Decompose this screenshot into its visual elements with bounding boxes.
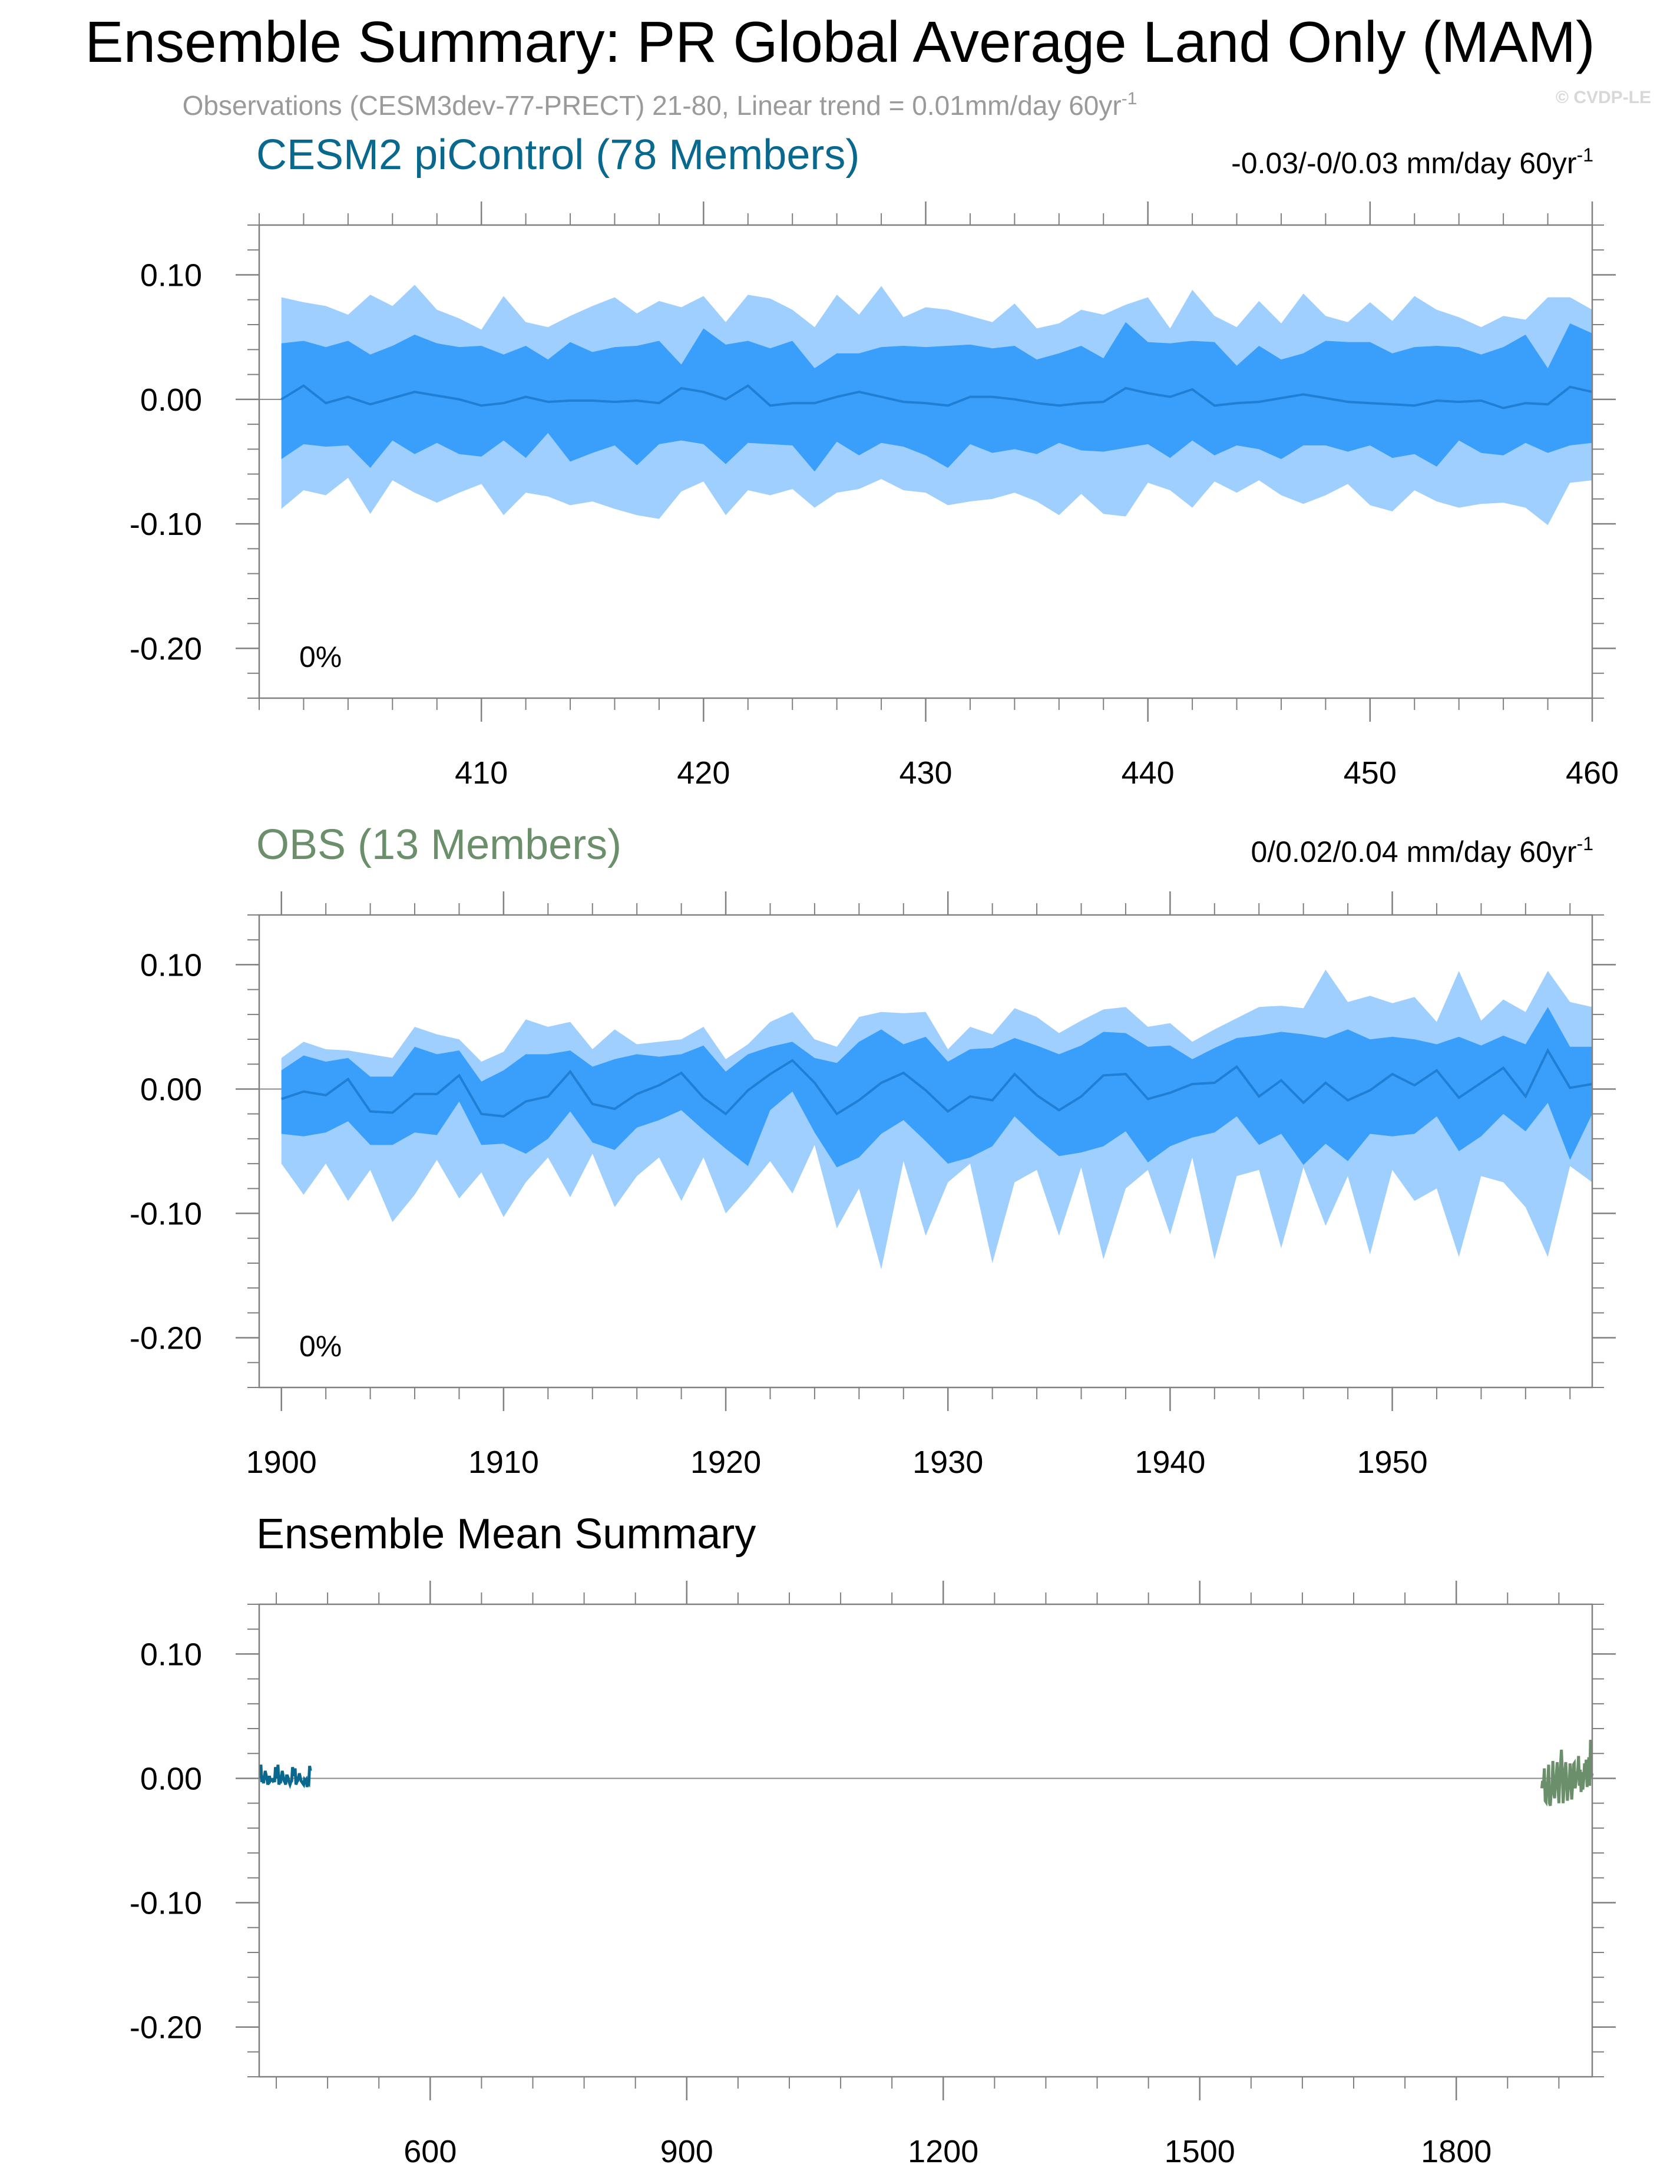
figure-title: Ensemble Summary: PR Global Average Land… xyxy=(85,9,1595,74)
ensemble-mean-y-tick-label: -0.10 xyxy=(130,1886,202,1921)
obs-plot: -0.20 -0.10 0.00 0.10 1900 1910 1920 1930 1940 19… xyxy=(130,891,1616,1480)
obs-x-tick-label: 1940 xyxy=(1135,1445,1205,1480)
subtitle-text: Observations (CESM3dev-77-PRECT) 21-80, … xyxy=(183,90,1122,121)
obs-trend-sup: -1 xyxy=(1577,833,1593,854)
ensemble-mean-x-tick-label: 600 xyxy=(404,2134,457,2169)
ensemble-mean-x-tick-label: 1800 xyxy=(1421,2134,1492,2169)
obs-percent-label: 0% xyxy=(299,1330,342,1363)
obs-trend-value: 0/0.02/0.04 mm/day 60yr xyxy=(1251,835,1576,868)
picontrol-mean-line xyxy=(280,384,1593,409)
panel-obs: OBS (13 Members) 0/0.02/0.04 mm/day 60yr… xyxy=(130,821,1616,1480)
picontrol-trend-text: -0.03/-0/0.03 mm/day 60yr-1 xyxy=(1231,144,1593,180)
picontrol-percent-label: 0% xyxy=(299,640,342,673)
obs-panel-label: OBS (13 Members) xyxy=(256,821,621,868)
obs-y-tick-label: -0.20 xyxy=(130,1321,202,1356)
ensemble-mean-plot-area xyxy=(259,1604,1592,2077)
obs-trend-text: 0/0.02/0.04 mm/day 60yr-1 xyxy=(1251,833,1593,868)
picontrol-trend-value: -0.03/-0/0.03 mm/day 60yr xyxy=(1231,147,1576,180)
obs-inner-band xyxy=(281,1007,1593,1168)
ensemble-mean-frame xyxy=(258,1603,1593,2078)
obs-x-tick-label: 1900 xyxy=(246,1445,317,1480)
picontrol-x-tick-label: 460 xyxy=(1566,755,1619,791)
obs-x-tick-label: 1920 xyxy=(690,1445,761,1480)
picontrol-y-tick-label: -0.10 xyxy=(130,507,202,542)
picontrol-y-tick-label: 0.00 xyxy=(140,382,202,418)
obs-mean-line xyxy=(281,1048,1593,1118)
picontrol-x-tick-label: 450 xyxy=(1344,755,1397,791)
picontrol-plot: -0.20 -0.10 0.00 0.10 410 420 430 440 450 460 xyxy=(130,201,1619,791)
obs-x-tick-label: 1930 xyxy=(912,1445,983,1480)
picontrol-panel-label: CESM2 piControl (78 Members) xyxy=(256,131,859,179)
ensemble-mean-y-tick-label: 0.10 xyxy=(140,1637,202,1672)
picontrol-trend-sup: -1 xyxy=(1577,144,1593,166)
obs-frame xyxy=(258,914,1593,1389)
obs-x-tick-label: 1910 xyxy=(468,1445,539,1480)
picontrol-x-tick-label: 430 xyxy=(899,755,952,791)
ensemble-mean-series-1 xyxy=(1540,1739,1594,1807)
panel-ensemble-mean: Ensemble Mean Summary -0.20 -0.10 0.00 0.10… xyxy=(130,1511,1616,2169)
picontrol-x-tick-label: 420 xyxy=(677,755,730,791)
ensemble-mean-y-tick-label: -0.20 xyxy=(130,2010,202,2046)
obs-y-tick-label: 0.00 xyxy=(140,1072,202,1107)
watermark: © CVDP-LE xyxy=(1556,88,1651,107)
ensemble-mean-x-tick-label: 1200 xyxy=(908,2134,978,2169)
panel-picontrol: CESM2 piControl (78 Members) -0.03/-0/0.… xyxy=(130,131,1619,791)
ensemble-mean-x-tick-label: 1500 xyxy=(1165,2134,1235,2169)
picontrol-x-tick-label: 440 xyxy=(1122,755,1175,791)
ensemble-mean-series-0 xyxy=(259,1765,312,1789)
ensemble-mean-x-tick-label: 900 xyxy=(660,2134,713,2169)
picontrol-y-tick-label: 0.10 xyxy=(140,258,202,293)
ensemble-mean-plot: -0.20 -0.10 0.00 0.10 600 900 1200 1500 1800 xyxy=(130,1581,1616,2169)
picontrol-y-tick-label: -0.20 xyxy=(130,631,202,666)
obs-y-tick-label: 0.10 xyxy=(140,947,202,983)
picontrol-inner-band xyxy=(281,322,1593,472)
obs-x-tick-label: 1950 xyxy=(1357,1445,1427,1480)
subtitle-sup: -1 xyxy=(1122,89,1137,108)
ensemble-mean-y-tick-label: 0.00 xyxy=(140,1761,202,1796)
obs-y-tick-label: -0.10 xyxy=(130,1197,202,1232)
picontrol-x-tick-label: 410 xyxy=(455,755,508,791)
ensemble-mean-panel-label: Ensemble Mean Summary xyxy=(256,1511,756,1558)
figure-subtitle: Observations (CESM3dev-77-PRECT) 21-80, … xyxy=(183,89,1137,121)
